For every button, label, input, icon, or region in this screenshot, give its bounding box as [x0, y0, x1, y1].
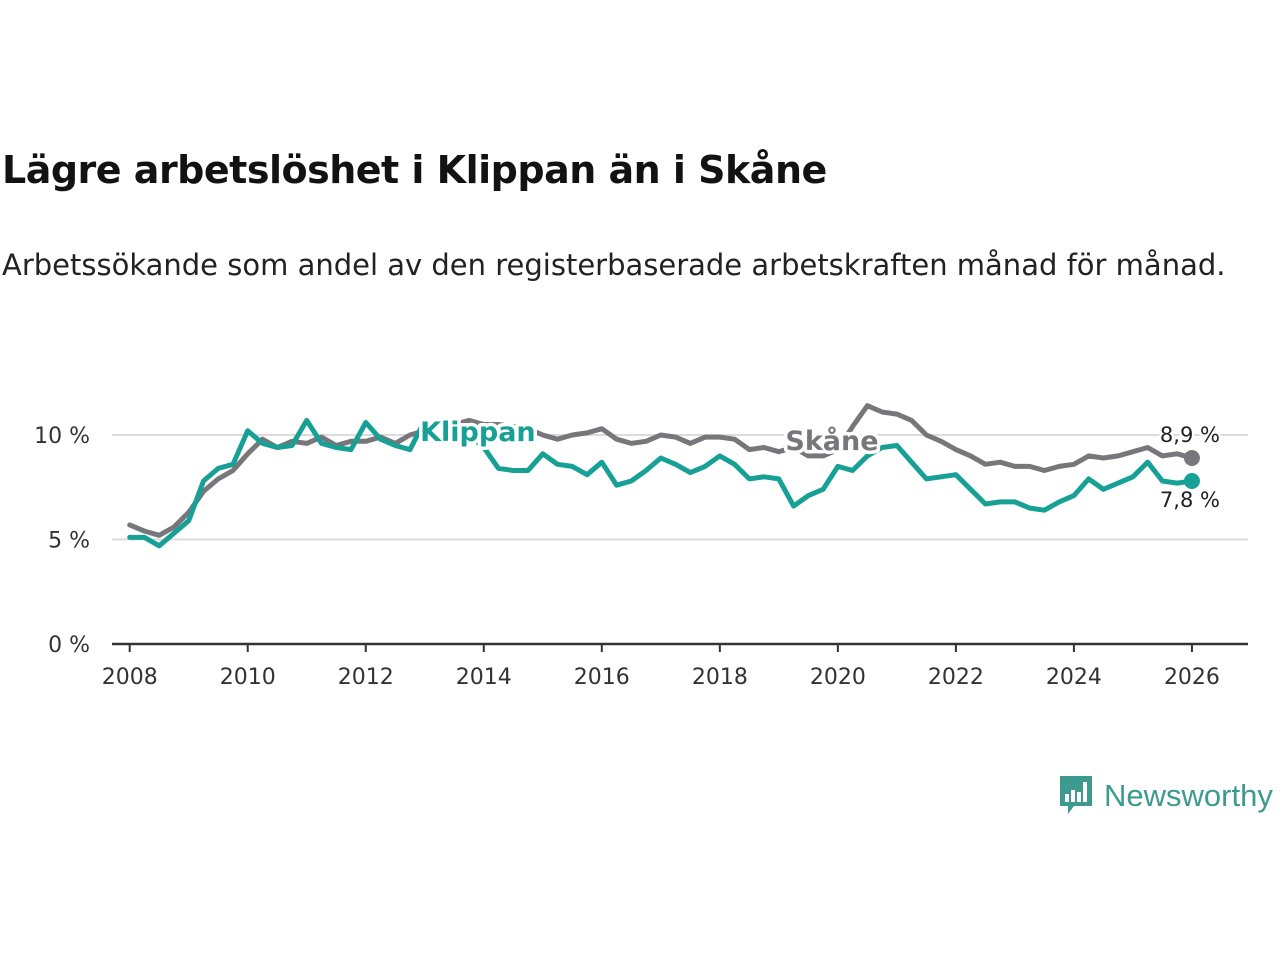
end-point-klippan — [1183, 472, 1200, 489]
end-label-klippan: 7,8 % — [1160, 488, 1220, 512]
x-tick-label: 2010 — [220, 665, 276, 690]
x-tick-label: 2014 — [456, 665, 512, 690]
series-label-klippan: Klippan — [420, 417, 536, 448]
brand-name: Newsworthy — [1104, 778, 1273, 813]
end-point-skne — [1183, 449, 1200, 466]
chart-title: Lägre arbetslöshet i Klippan än i Skåne — [2, 148, 827, 192]
chart-subtitle: Arbetssökande som andel av den registerb… — [2, 248, 1226, 282]
label-layer: Klippan Skåne 8,9 % 7,8 % — [417, 414, 1223, 515]
grid-layer: 0 % 5 % 10 % — [34, 424, 1248, 658]
x-tick-label: 2020 — [810, 665, 866, 690]
y-tick-label: 10 % — [34, 424, 90, 449]
x-tick-label: 2012 — [338, 665, 394, 690]
x-tick-label: 2016 — [574, 665, 630, 690]
y-tick-label: 5 % — [48, 529, 90, 554]
x-axis: 2008 2010 2012 2014 2016 2018 2020 2022 2024 2026 — [102, 642, 1248, 690]
end-label-skane: 8,9 % — [1160, 423, 1220, 447]
newsworthy-logo-icon — [1060, 776, 1092, 814]
series-line-klippan — [127, 417, 1195, 549]
x-tick-label: 2024 — [1046, 665, 1102, 690]
x-tick-label: 2008 — [102, 665, 158, 690]
newsworthy-brand: Newsworthy — [1058, 774, 1273, 818]
y-tick-label: 0 % — [48, 633, 90, 658]
x-tick-label: 2026 — [1164, 665, 1220, 690]
series-label-skane: Skåne — [785, 425, 878, 457]
x-tick-label: 2022 — [928, 665, 984, 690]
series-line-skne — [127, 403, 1195, 538]
x-tick-label: 2018 — [692, 665, 748, 690]
series-layer — [127, 403, 1200, 549]
